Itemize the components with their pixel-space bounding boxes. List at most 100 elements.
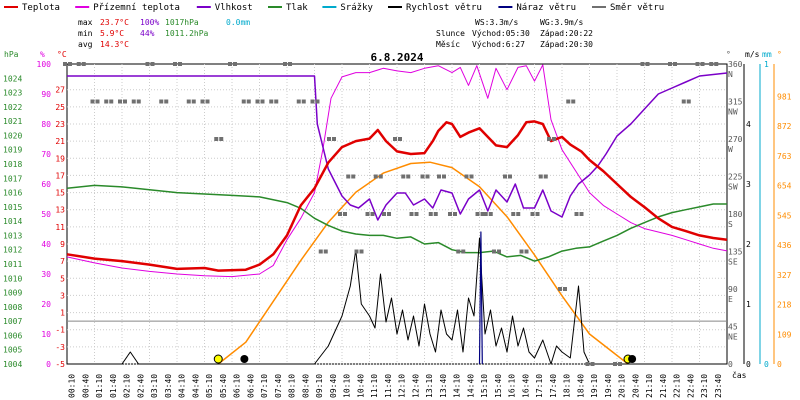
moon-set: Západ:20:30 [540, 40, 593, 49]
tick-time-45: 22:40 [686, 374, 695, 398]
tick-time-19: 09:40 [329, 374, 338, 398]
wind-dir-point-b-35 [469, 174, 474, 179]
marker-moonset [628, 355, 637, 363]
tick-compass-3: S [728, 220, 733, 229]
stat-press-0: 1017hPa [165, 18, 199, 27]
wind-dir-point-25 [373, 174, 378, 179]
tick-pct-9: 90 [41, 90, 51, 99]
tick-time-5: 02:40 [136, 374, 145, 398]
tick-solar-2: 218 [777, 301, 792, 310]
wind-dir-point-b-33 [453, 212, 457, 216]
series-line-solar [217, 161, 629, 365]
tick-time-31: 15:40 [494, 374, 503, 398]
wind-dir-point-6 [145, 62, 150, 66]
tick-hpa-0: 1004 [3, 360, 22, 369]
wind-dir-point-b-26 [387, 212, 391, 216]
wind-dir-point-b-43 [543, 174, 548, 179]
tick-time-33: 16:40 [521, 374, 530, 398]
stat-hum-0: 100% [140, 18, 159, 27]
tick-time-28: 14:10 [453, 374, 462, 398]
wind-dir-point-b-23 [359, 249, 364, 254]
wind-dir-point-39 [503, 174, 507, 179]
tick-deg-0: 0 [728, 360, 733, 369]
wind-dir-point-29 [409, 212, 414, 216]
wind-dir-point-12 [228, 62, 232, 66]
unit-deg: ° [726, 50, 731, 59]
tick-pct-8: 80 [41, 120, 51, 129]
wind-dir-point-35 [464, 174, 469, 179]
legend-label-2: Vlhkost [215, 3, 253, 13]
tick-deg-6: 270 [728, 135, 743, 144]
tick-time-36: 18:10 [563, 374, 572, 398]
tick-hpa-17: 1021 [3, 117, 22, 126]
tick-time-24: 12:10 [398, 374, 407, 398]
tick-degc-3: 1 [60, 309, 65, 318]
wind-dir-point-b-22 [351, 174, 356, 179]
tick-pct-5: 50 [41, 210, 51, 219]
wind-dir-point-36 [475, 212, 480, 216]
wind-dir-point-b-50 [645, 62, 650, 66]
wind-dir-point-b-21 [343, 212, 347, 216]
unit-solar: ° [777, 50, 782, 59]
wind-dir-point-b-31 [433, 212, 438, 216]
wind-dir-point-b-38 [497, 249, 501, 254]
wind-dir-point-10 [200, 99, 205, 104]
tick-time-29: 14:40 [466, 374, 475, 398]
tick-solar-6: 654 [777, 182, 792, 191]
tick-hpa-13: 1017 [3, 174, 22, 183]
wind-dir-point-b-10 [205, 99, 210, 104]
tick-degc-16: 27 [55, 86, 65, 95]
wind-dir-point-b-48 [590, 362, 595, 366]
wind-dir-point-42 [530, 212, 535, 216]
tick-hpa-4: 1008 [3, 303, 22, 312]
tick-degc-4: 3 [60, 291, 65, 300]
legend-label-6: Náraz větru [516, 3, 576, 13]
tick-time-34: 17:10 [535, 374, 544, 398]
tick-hpa-15: 1019 [3, 146, 22, 155]
wind-wg: WG:3.9m/s [540, 18, 584, 27]
legend-label-1: Přízemní teplota [93, 3, 180, 13]
wind-dir-point-b-44 [552, 137, 556, 141]
wind-dir-point-18 [310, 99, 315, 104]
tick-time-15: 07:40 [274, 374, 283, 398]
series-line-ground [66, 64, 728, 278]
tick-hpa-14: 1018 [3, 160, 22, 169]
wind-dir-point-b-7 [164, 99, 169, 104]
wind-dir-point-27 [393, 137, 397, 141]
tick-time-13: 06:40 [246, 374, 255, 398]
tick-compass-4: SW [728, 183, 738, 192]
tick-hpa-19: 1023 [3, 89, 22, 98]
tick-time-37: 18:40 [576, 374, 585, 398]
tick-hpa-6: 1010 [3, 274, 22, 283]
tick-time-30: 15:10 [480, 374, 489, 398]
wind-dir-point-54 [709, 62, 714, 66]
wind-dir-point-5 [131, 99, 136, 104]
tick-time-47: 23:40 [714, 374, 723, 398]
tick-hpa-11: 1015 [3, 203, 22, 212]
wind-dir-point-b-4 [123, 99, 127, 104]
unit-cas: čas [732, 370, 747, 380]
stat-rain-0: 0.0mm [226, 18, 250, 27]
grid [66, 63, 728, 365]
tick-degc-13: 21 [55, 137, 65, 146]
tick-time-43: 21:40 [659, 374, 668, 398]
moon-label: Měsíc [436, 40, 460, 49]
tick-hpa-20: 1024 [3, 74, 22, 83]
tick-deg-4: 180 [728, 210, 743, 219]
tick-hpa-5: 1009 [3, 289, 22, 298]
tick-solar-5: 545 [777, 211, 792, 220]
wind-dir-point-13 [241, 99, 246, 104]
tick-solar-1: 109 [777, 330, 792, 339]
wind-dir-point-38 [492, 249, 496, 254]
tick-solar-7: 763 [777, 152, 792, 161]
wind-dir-point-1 [76, 62, 81, 66]
tick-compass-0: NE [728, 333, 738, 342]
tick-pct-4: 40 [41, 240, 51, 249]
legend-label-3: Tlak [286, 3, 308, 13]
wind-dir-point-24 [365, 212, 370, 216]
wind-dir-point-b-53 [700, 62, 705, 66]
wind-dir-point-b-5 [136, 99, 141, 104]
wind-dir-point-26 [382, 212, 386, 216]
tick-time-1: 00:40 [81, 374, 90, 398]
wind-dir-point-b-41 [524, 249, 529, 254]
